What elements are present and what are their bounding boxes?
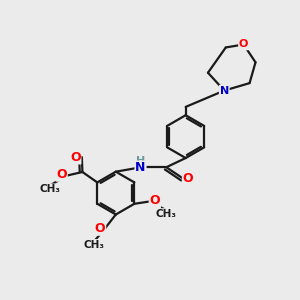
Text: CH₃: CH₃ [40,184,61,194]
Text: O: O [149,194,160,207]
Text: CH₃: CH₃ [156,209,177,219]
Text: O: O [95,222,105,235]
Text: O: O [56,168,67,181]
Text: O: O [183,172,194,185]
Text: N: N [135,161,146,174]
Text: O: O [239,40,248,50]
Text: CH₃: CH₃ [83,240,104,250]
Text: O: O [70,151,81,164]
Text: H: H [136,156,145,166]
Text: N: N [220,85,229,96]
